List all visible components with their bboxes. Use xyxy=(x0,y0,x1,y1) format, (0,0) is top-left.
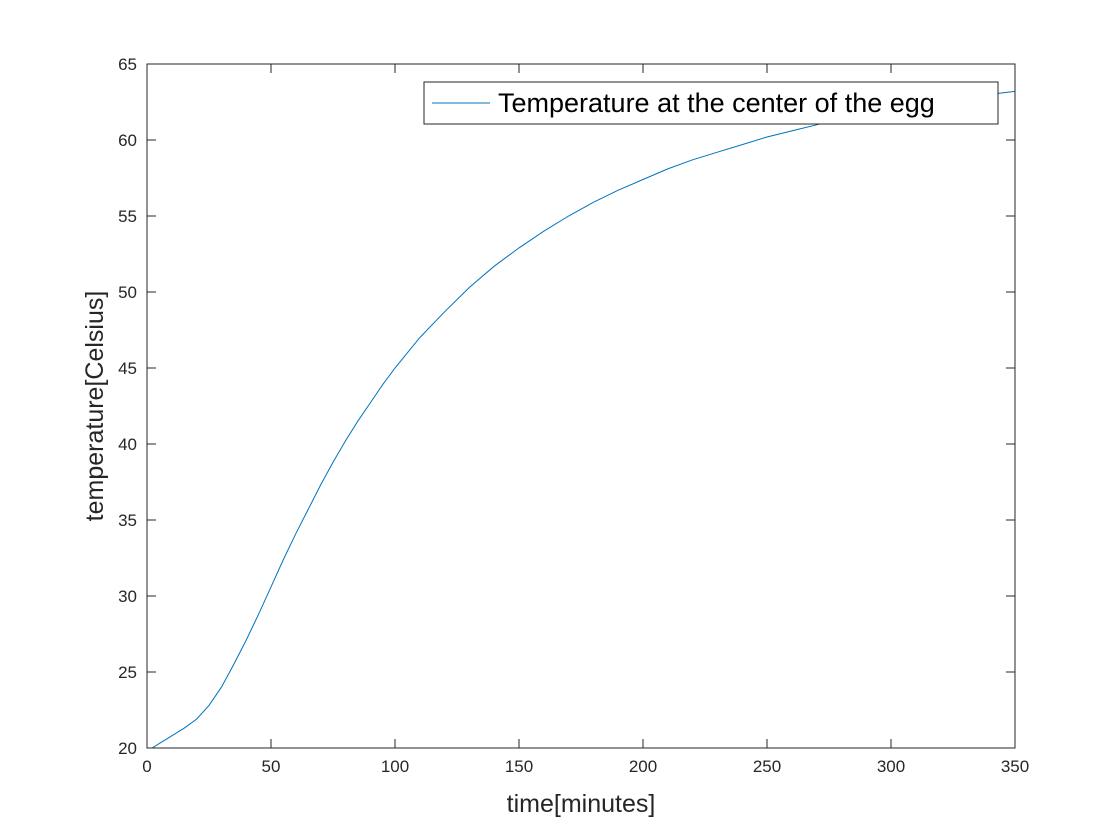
y-tick-label: 65 xyxy=(118,55,137,74)
tick-labels: 0 50 100 150 200 250 300 350 20 25 30 35 40 45 50 55 60 6… xyxy=(118,55,1029,776)
y-tick-label: 60 xyxy=(118,131,137,150)
x-tick-label: 100 xyxy=(381,757,409,776)
y-tick-label: 45 xyxy=(118,359,137,378)
y-axis-label: temperature[Celsius] xyxy=(81,291,109,522)
y-tick-label: 55 xyxy=(118,207,137,226)
x-tick-label: 250 xyxy=(753,757,781,776)
axes-box xyxy=(146,63,1016,749)
y-tick-label: 30 xyxy=(118,587,137,606)
y-tick-label: 50 xyxy=(118,283,137,302)
y-tick-label: 25 xyxy=(118,663,137,682)
x-tick-label: 350 xyxy=(1001,757,1029,776)
legend: Temperature at the center of the egg xyxy=(423,81,999,125)
y-tick-label: 40 xyxy=(118,435,137,454)
x-tick-label: 0 xyxy=(142,757,151,776)
legend-box xyxy=(423,81,999,125)
y-tick-label: 35 xyxy=(118,511,137,530)
x-tick-label: 300 xyxy=(877,757,905,776)
plot-area xyxy=(147,64,1015,748)
y-tick-label: 20 xyxy=(118,739,137,758)
legend-entry-label: Temperature at the center of the egg xyxy=(498,88,935,118)
x-tick-label: 50 xyxy=(262,757,281,776)
x-tick-label: 200 xyxy=(629,757,657,776)
x-tick-label: 150 xyxy=(505,757,533,776)
x-axis-label: time[minutes] xyxy=(507,790,656,818)
